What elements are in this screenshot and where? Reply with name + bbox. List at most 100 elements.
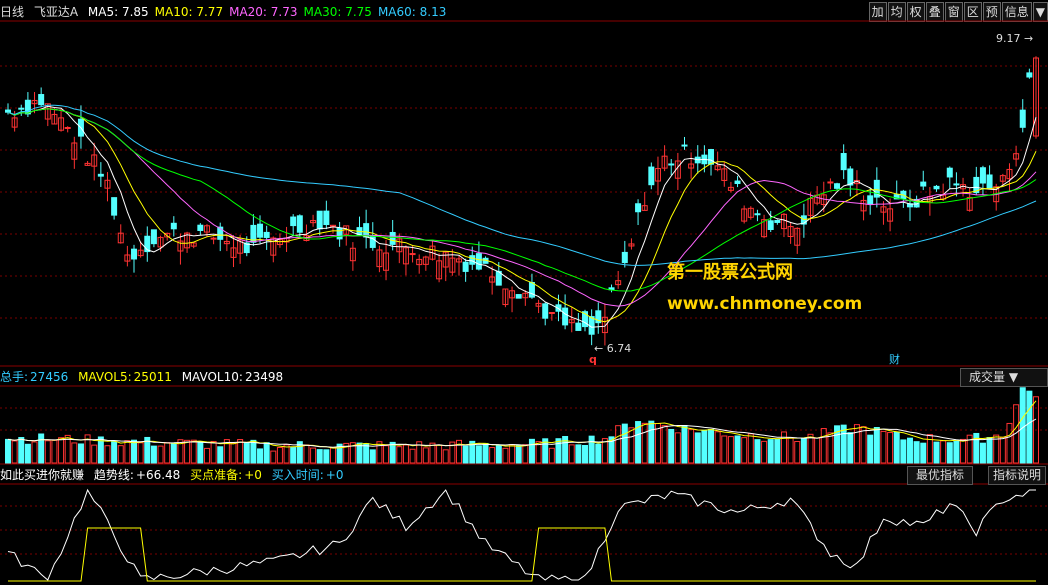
candle-body bbox=[217, 226, 224, 240]
volume-bar bbox=[111, 441, 118, 464]
volume-bar bbox=[847, 432, 854, 464]
toolbar-button[interactable]: 预 bbox=[982, 2, 1001, 22]
volume-bar bbox=[124, 440, 131, 464]
volume-tab[interactable]: 成交量 ▼ bbox=[960, 368, 1048, 387]
candle-body bbox=[946, 167, 953, 178]
candle-body bbox=[475, 253, 482, 270]
period-label[interactable]: 日线 bbox=[0, 5, 25, 19]
toolbar-button[interactable]: 权 bbox=[906, 2, 925, 22]
toolbar-button[interactable]: 区 bbox=[963, 2, 982, 22]
volume-bar bbox=[873, 427, 880, 464]
candle-body bbox=[827, 181, 834, 184]
candle-body bbox=[257, 223, 264, 238]
volume-bar bbox=[449, 441, 456, 464]
volume-bar bbox=[349, 442, 356, 464]
volume-bar bbox=[780, 431, 787, 464]
toolbar-button[interactable]: 叠 bbox=[925, 2, 944, 22]
volume-bar bbox=[621, 423, 628, 464]
ma-legend-item: MA60: 8.13 bbox=[377, 5, 447, 19]
candle-body bbox=[887, 208, 894, 222]
candle-body bbox=[986, 174, 993, 189]
min-price-label: ← 6.74 bbox=[594, 342, 631, 355]
volume-bar bbox=[150, 445, 157, 464]
candle-body bbox=[177, 240, 184, 252]
volume-bar bbox=[482, 442, 489, 464]
candle-body bbox=[867, 195, 874, 205]
volume-bar bbox=[953, 440, 960, 464]
volume-bar bbox=[794, 441, 801, 464]
candle-body bbox=[436, 260, 443, 280]
buy-time-value: +0 bbox=[325, 468, 344, 482]
volume-bar bbox=[522, 444, 529, 464]
volume-bar bbox=[548, 447, 555, 464]
volume-bar bbox=[217, 446, 224, 464]
ma-line-ma20 bbox=[7, 108, 1037, 307]
volume-bar bbox=[144, 436, 151, 464]
volume-bar bbox=[310, 447, 317, 464]
candle-body bbox=[575, 322, 582, 331]
candle-body bbox=[150, 229, 157, 245]
candle-body bbox=[230, 247, 237, 258]
candle-body bbox=[747, 207, 754, 218]
candle-body bbox=[383, 252, 390, 271]
chart-header: 日线 飞亚达A MA5: 7.85 MA10: 7.77 MA20: 7.73 MA3… bbox=[0, 3, 458, 21]
finance-marker: 财 bbox=[889, 352, 900, 366]
stock-name: 飞亚达A bbox=[33, 5, 79, 19]
volume-bar bbox=[363, 443, 370, 464]
volume-bar bbox=[323, 449, 330, 464]
volume-bar bbox=[940, 440, 947, 464]
volume-bar bbox=[31, 441, 38, 464]
max-price-label: 9.17 → bbox=[996, 32, 1033, 45]
volume-bar bbox=[104, 445, 111, 464]
trend-label: 趋势线: bbox=[93, 468, 134, 482]
volume-bar bbox=[999, 436, 1006, 464]
volume-bar bbox=[721, 435, 728, 464]
volume-bar bbox=[469, 440, 476, 464]
volume-tab-label: 成交量 bbox=[969, 370, 1006, 384]
toolbar-button[interactable]: 窗 bbox=[944, 2, 963, 22]
candle-body bbox=[310, 220, 317, 224]
candle-body bbox=[422, 256, 429, 265]
volume-bar bbox=[727, 436, 734, 464]
candle-body bbox=[104, 179, 111, 189]
volume-bar bbox=[1019, 387, 1026, 464]
candle-body bbox=[688, 163, 695, 169]
volume-bar bbox=[867, 434, 874, 464]
candle-body bbox=[124, 254, 131, 262]
candle-body bbox=[535, 302, 542, 307]
volume-bar bbox=[263, 442, 270, 464]
volume-bar bbox=[701, 429, 708, 464]
trend-line bbox=[7, 488, 1036, 581]
volume-bar bbox=[409, 448, 416, 464]
candle-body bbox=[648, 166, 655, 186]
candle-body bbox=[615, 280, 622, 286]
volume-bar bbox=[462, 445, 469, 464]
candle-body bbox=[628, 243, 635, 247]
candle-body bbox=[913, 198, 920, 208]
candle-body bbox=[582, 311, 589, 328]
toolbar-button[interactable]: 加 bbox=[868, 2, 887, 22]
volume-bar bbox=[708, 429, 715, 464]
volume-bar bbox=[641, 422, 648, 464]
volume-bar bbox=[515, 444, 522, 464]
volume-bar bbox=[117, 445, 124, 464]
volume-bar bbox=[489, 447, 496, 464]
candle-body bbox=[223, 240, 230, 245]
candle-body bbox=[714, 165, 721, 171]
volume-bar bbox=[562, 436, 569, 464]
volume-bar bbox=[203, 447, 210, 464]
indicator-help-tab[interactable]: 指标说明 bbox=[988, 466, 1047, 485]
ma-legend-item: MA20: 7.73 bbox=[229, 5, 298, 19]
candle-body bbox=[562, 307, 569, 326]
candle-body bbox=[316, 210, 323, 230]
volume-bar bbox=[356, 442, 363, 464]
candle-body bbox=[250, 224, 257, 243]
candle-body bbox=[396, 238, 403, 253]
volume-bar bbox=[44, 440, 51, 464]
candle-body bbox=[979, 167, 986, 184]
min-marker: q bbox=[589, 353, 597, 366]
best-indicator-tab[interactable]: 最优指标 bbox=[907, 466, 974, 485]
volume-bar bbox=[913, 441, 920, 464]
volume-bar bbox=[1033, 396, 1039, 464]
